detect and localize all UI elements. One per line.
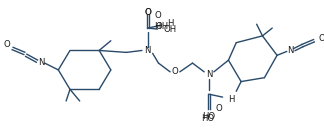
Text: H: H [228, 95, 235, 104]
Text: N: N [145, 46, 151, 55]
Text: O: O [172, 67, 179, 76]
Text: N: N [287, 46, 294, 55]
Text: H: H [167, 19, 174, 28]
Text: OH: OH [163, 25, 177, 34]
Text: O: O [319, 34, 324, 43]
Text: O: O [155, 11, 161, 20]
Text: N: N [206, 70, 212, 79]
Text: HO: HO [202, 112, 215, 121]
Text: H: H [154, 22, 161, 31]
Text: O: O [144, 8, 151, 17]
Text: N: N [38, 58, 44, 67]
Text: O: O [4, 40, 10, 49]
Text: HO: HO [201, 114, 214, 123]
Text: OH: OH [156, 22, 169, 31]
Text: O: O [216, 104, 223, 113]
Text: O: O [144, 8, 151, 17]
